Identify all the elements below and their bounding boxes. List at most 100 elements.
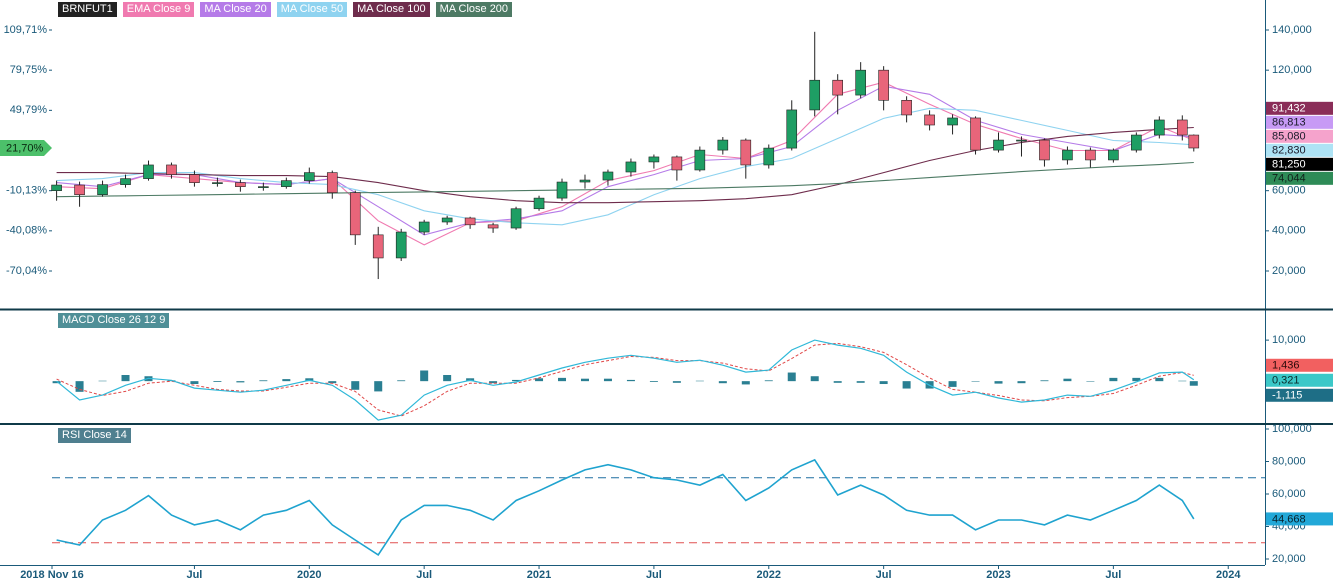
- price-badge-label: 82,830: [1272, 145, 1306, 157]
- x-tick-label: Jul: [186, 569, 202, 581]
- candle-body: [832, 79, 843, 96]
- histogram-bar: [1178, 380, 1187, 382]
- histogram-bar: [787, 372, 796, 382]
- x-tick-label: Jul: [1105, 569, 1121, 581]
- histogram-bar: [443, 375, 452, 382]
- x-tick-label: Jul: [876, 569, 892, 581]
- candle-body: [510, 208, 522, 229]
- panel-title: MACD Close 26 12 9: [58, 313, 170, 328]
- candle-body: [395, 231, 407, 259]
- histogram-bar: [649, 381, 658, 382]
- histogram-bar: [558, 377, 567, 382]
- candle-body: [1016, 139, 1027, 142]
- candle-body: [717, 139, 729, 151]
- histogram-bar: [626, 379, 635, 382]
- x-tick-label: 2018 Nov 16: [20, 569, 84, 581]
- candle-body: [326, 172, 338, 193]
- candle-body: [579, 179, 591, 183]
- histogram-bar: [489, 381, 498, 384]
- y2-tick-label: 109,71%: [4, 24, 48, 36]
- histogram-bar: [741, 381, 750, 385]
- price-badge-label: 86,813: [1272, 117, 1306, 129]
- price-badge: [1266, 512, 1333, 526]
- histogram-bar: [259, 380, 268, 382]
- candle-body: [740, 139, 752, 166]
- candle-body: [694, 149, 706, 171]
- histogram-bar: [397, 380, 406, 382]
- candle-body: [901, 99, 912, 116]
- y2-tick-label: 79,75%: [10, 64, 48, 76]
- histogram-bar: [856, 381, 865, 383]
- candle-body: [786, 109, 798, 149]
- price-badge: [1266, 129, 1333, 143]
- candle-body: [924, 114, 935, 126]
- histogram-bar: [351, 381, 360, 390]
- price-badge-label: -1,115: [1272, 390, 1302, 402]
- candle-body: [166, 164, 177, 175]
- price-badge: [1266, 171, 1333, 185]
- candle-body: [441, 217, 453, 223]
- histogram-bar: [282, 379, 291, 382]
- candle-body: [418, 221, 430, 233]
- moving-average-line: [56, 81, 1195, 246]
- price-badge: [1266, 373, 1333, 387]
- histogram-bar: [1132, 377, 1141, 382]
- candle-body: [1188, 134, 1200, 149]
- x-tick-label: Jul: [416, 569, 432, 581]
- y-tick-label: 20,000: [1272, 553, 1306, 565]
- histogram-bar: [833, 381, 842, 383]
- y-tick-label: 20,000: [1272, 265, 1306, 277]
- legend: BRNFUT1 EMA Close 9 MA Close 20 MA Close 50…: [58, 2, 513, 17]
- candle-body: [349, 192, 361, 236]
- histogram-bar: [1063, 378, 1072, 382]
- candle-body: [1108, 149, 1119, 161]
- price-badge-label: 0,321: [1272, 375, 1300, 387]
- histogram-bar: [374, 381, 383, 392]
- panel-title: RSI Close 14: [58, 428, 131, 443]
- histogram-bar: [971, 381, 980, 382]
- price-badge: [1266, 388, 1333, 402]
- y-tick-label: 140,000: [1272, 24, 1312, 36]
- histogram-bar: [1189, 381, 1198, 386]
- candle-body: [189, 174, 200, 183]
- legend-item: MA Close 20: [200, 2, 271, 17]
- y-tick-label: 120,000: [1272, 64, 1312, 76]
- candle-body: [809, 79, 821, 111]
- histogram-bar: [1086, 381, 1095, 382]
- y-tick-label: 10,000: [1272, 334, 1306, 346]
- rsi-line: [56, 458, 1195, 557]
- price-badge-label: 74,044: [1272, 173, 1306, 185]
- signal-line: [56, 342, 1194, 417]
- histogram-bar: [603, 378, 612, 382]
- histogram-bar: [994, 381, 1003, 384]
- histogram-bar: [672, 381, 681, 383]
- histogram-bar: [190, 381, 199, 385]
- x-tick-label: 2020: [297, 569, 321, 581]
- y-tick-label: 60,000: [1272, 488, 1306, 500]
- histogram-bar: [1155, 377, 1164, 382]
- histogram-bar: [213, 381, 222, 382]
- histogram-bar: [580, 378, 589, 382]
- histogram-bar: [98, 380, 107, 382]
- moving-average-line: [56, 107, 1194, 226]
- histogram-bar: [75, 381, 84, 392]
- candle-body: [648, 156, 660, 163]
- candle-body: [763, 147, 775, 166]
- price-badge-label: 1,436: [1272, 360, 1300, 372]
- histogram-bar: [420, 370, 429, 382]
- candle-body: [625, 161, 637, 173]
- legend-item: BRNFUT1: [58, 2, 117, 17]
- y2-tick-label: -40,08%: [6, 225, 47, 237]
- macd-line: [56, 339, 1195, 421]
- legend-item: MA Close 100: [353, 2, 430, 17]
- histogram-bar: [902, 381, 911, 389]
- x-tick-label: 2023: [986, 569, 1010, 581]
- x-tick-label: 2021: [527, 569, 551, 581]
- price-badge: [1266, 101, 1333, 115]
- y2-tick-label: -10,13%: [6, 185, 47, 197]
- candle-body: [533, 197, 545, 210]
- candle-body: [74, 184, 85, 195]
- candle-body: [120, 178, 131, 185]
- candle-body: [235, 182, 246, 187]
